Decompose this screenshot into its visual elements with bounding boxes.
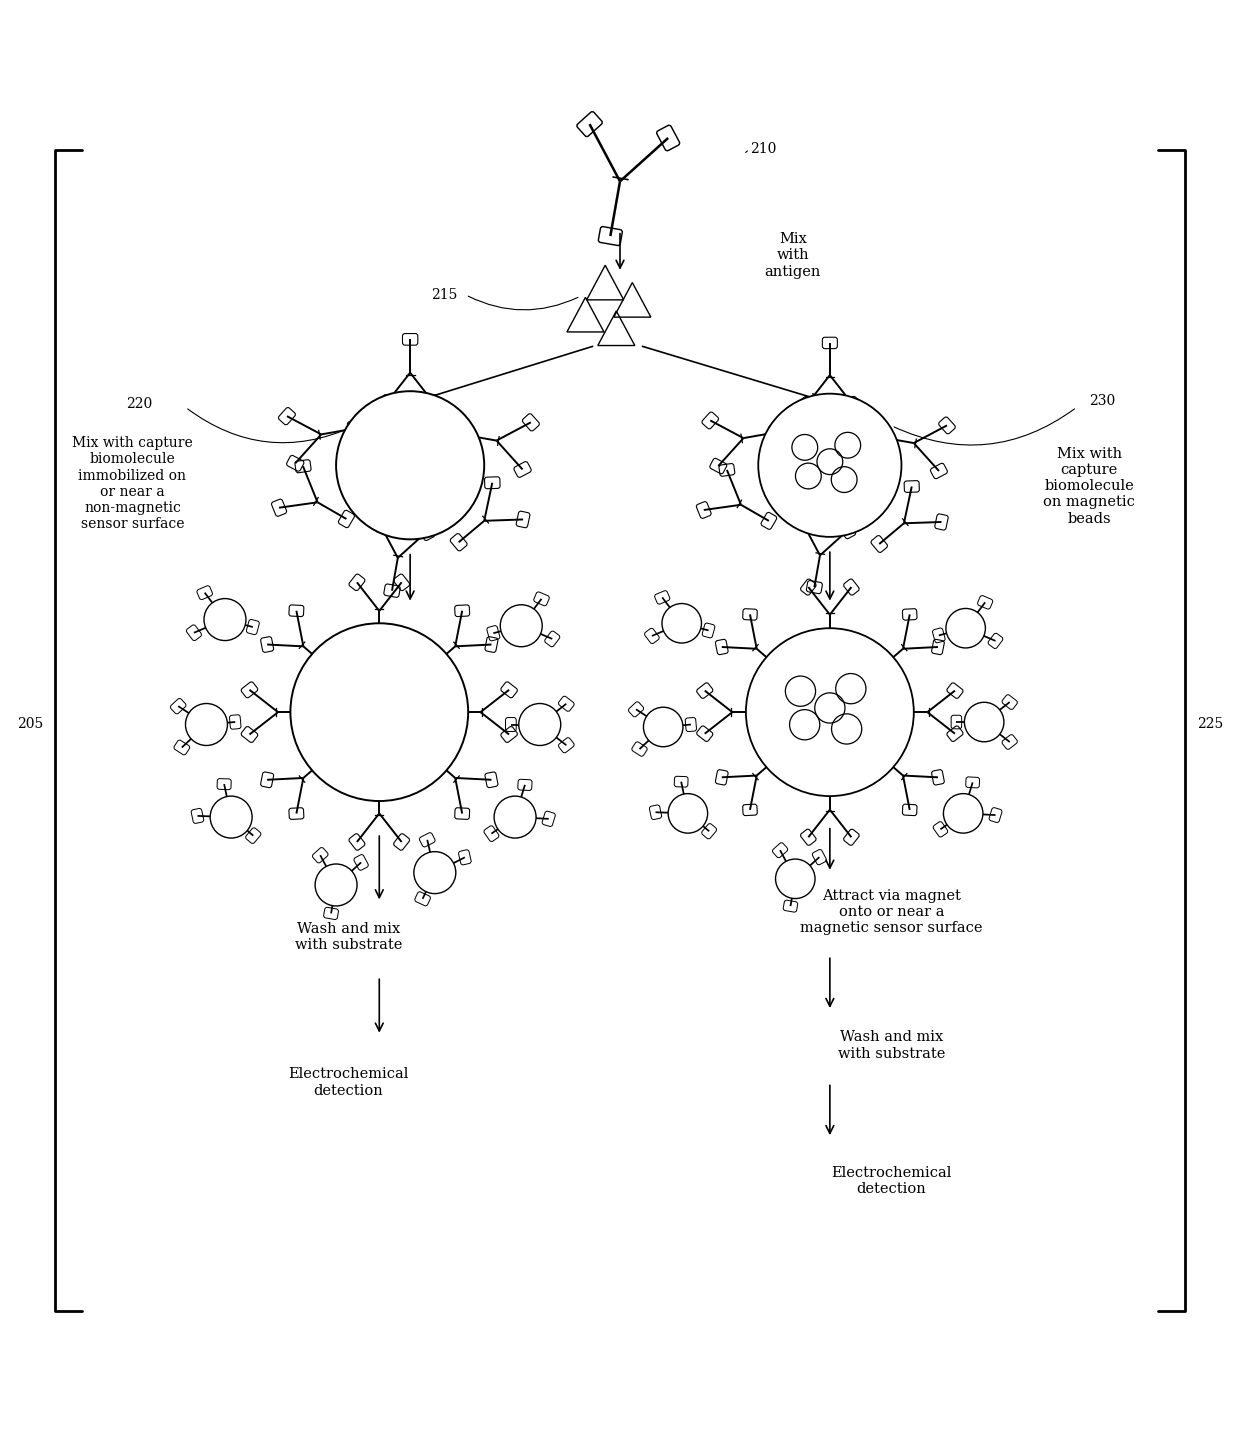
- Circle shape: [290, 623, 469, 801]
- Text: 230: 230: [1089, 394, 1115, 409]
- Text: Wash and mix
with substrate: Wash and mix with substrate: [295, 922, 402, 952]
- Circle shape: [315, 864, 357, 906]
- Circle shape: [205, 598, 246, 640]
- Text: 215: 215: [430, 288, 458, 301]
- Circle shape: [668, 794, 708, 833]
- Circle shape: [414, 852, 456, 894]
- Circle shape: [494, 796, 536, 838]
- Text: 210: 210: [750, 142, 776, 156]
- Text: Attract via magnet
onto or near a
magnetic sensor surface: Attract via magnet onto or near a magnet…: [800, 888, 983, 936]
- Text: Wash and mix
with substrate: Wash and mix with substrate: [838, 1030, 945, 1061]
- Circle shape: [944, 794, 983, 833]
- Text: 205: 205: [17, 717, 43, 732]
- Circle shape: [946, 609, 986, 648]
- Text: Mix
with
antigen: Mix with antigen: [765, 232, 821, 278]
- Circle shape: [758, 394, 901, 538]
- Circle shape: [518, 704, 560, 745]
- Circle shape: [336, 391, 484, 539]
- Circle shape: [210, 796, 252, 838]
- Circle shape: [746, 629, 914, 796]
- Circle shape: [965, 703, 1004, 742]
- Text: 225: 225: [1197, 717, 1223, 732]
- Text: Mix with
capture
biomolecule
on magnetic
beads: Mix with capture biomolecule on magnetic…: [1043, 446, 1135, 526]
- Circle shape: [644, 707, 683, 746]
- Circle shape: [186, 704, 227, 745]
- Text: Electrochemical
detection: Electrochemical detection: [831, 1166, 952, 1197]
- Text: Electrochemical
detection: Electrochemical detection: [288, 1068, 409, 1097]
- Circle shape: [500, 604, 542, 646]
- Circle shape: [662, 604, 702, 643]
- Text: 220: 220: [126, 397, 153, 410]
- Circle shape: [775, 859, 815, 898]
- Text: Mix with capture
biomolecule
immobilized on
or near a
non-magnetic
sensor surfac: Mix with capture biomolecule immobilized…: [72, 436, 192, 532]
